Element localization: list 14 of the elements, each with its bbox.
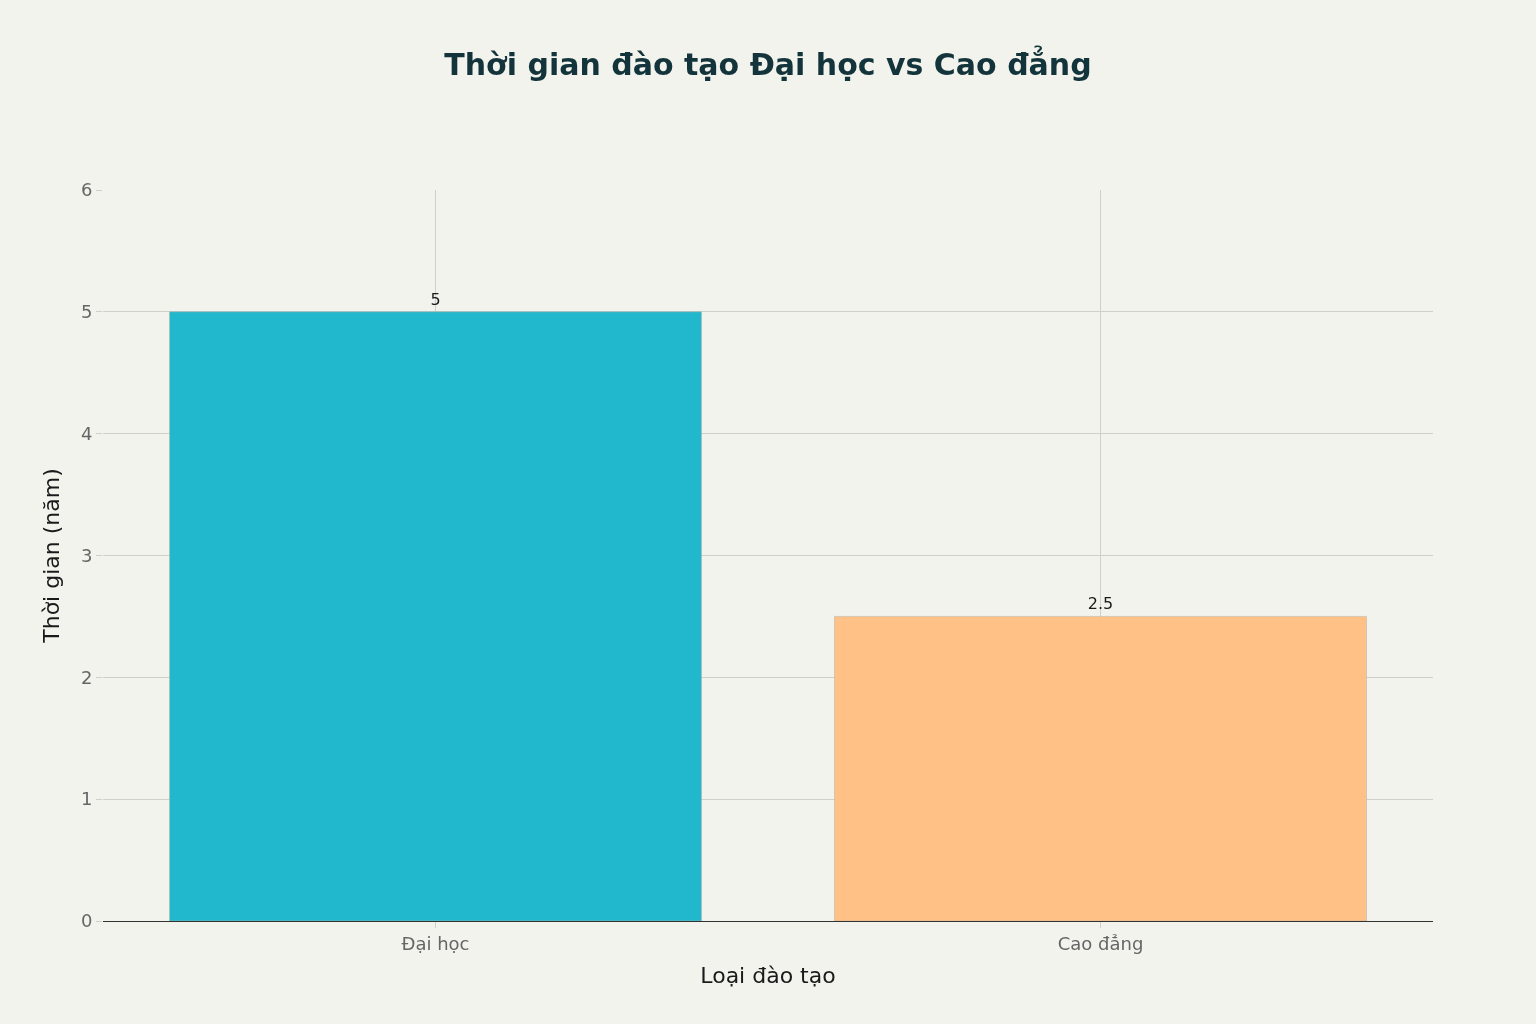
y-axis-title: Thời gian (năm) <box>38 468 64 644</box>
y-tick-label: 2 <box>80 666 93 688</box>
chart-title: Thời gian đào tạo Đại học vs Cao đẳng <box>444 45 1092 83</box>
x-tick-label: Cao đẳng <box>1057 932 1144 954</box>
y-tick-label: 1 <box>80 788 93 810</box>
y-tick-label: 3 <box>80 544 93 566</box>
data-label: 5 <box>430 289 441 309</box>
y-tick-label: 5 <box>80 301 93 323</box>
y-tick-label: 6 <box>80 179 93 201</box>
x-axis-title: Loại đào tạo <box>700 963 836 989</box>
y-tick-label: 4 <box>80 422 93 444</box>
x-tick-label: Đại học <box>401 932 470 954</box>
data-label: 2.5 <box>1087 594 1114 614</box>
y-tick-label: 0 <box>80 910 93 932</box>
